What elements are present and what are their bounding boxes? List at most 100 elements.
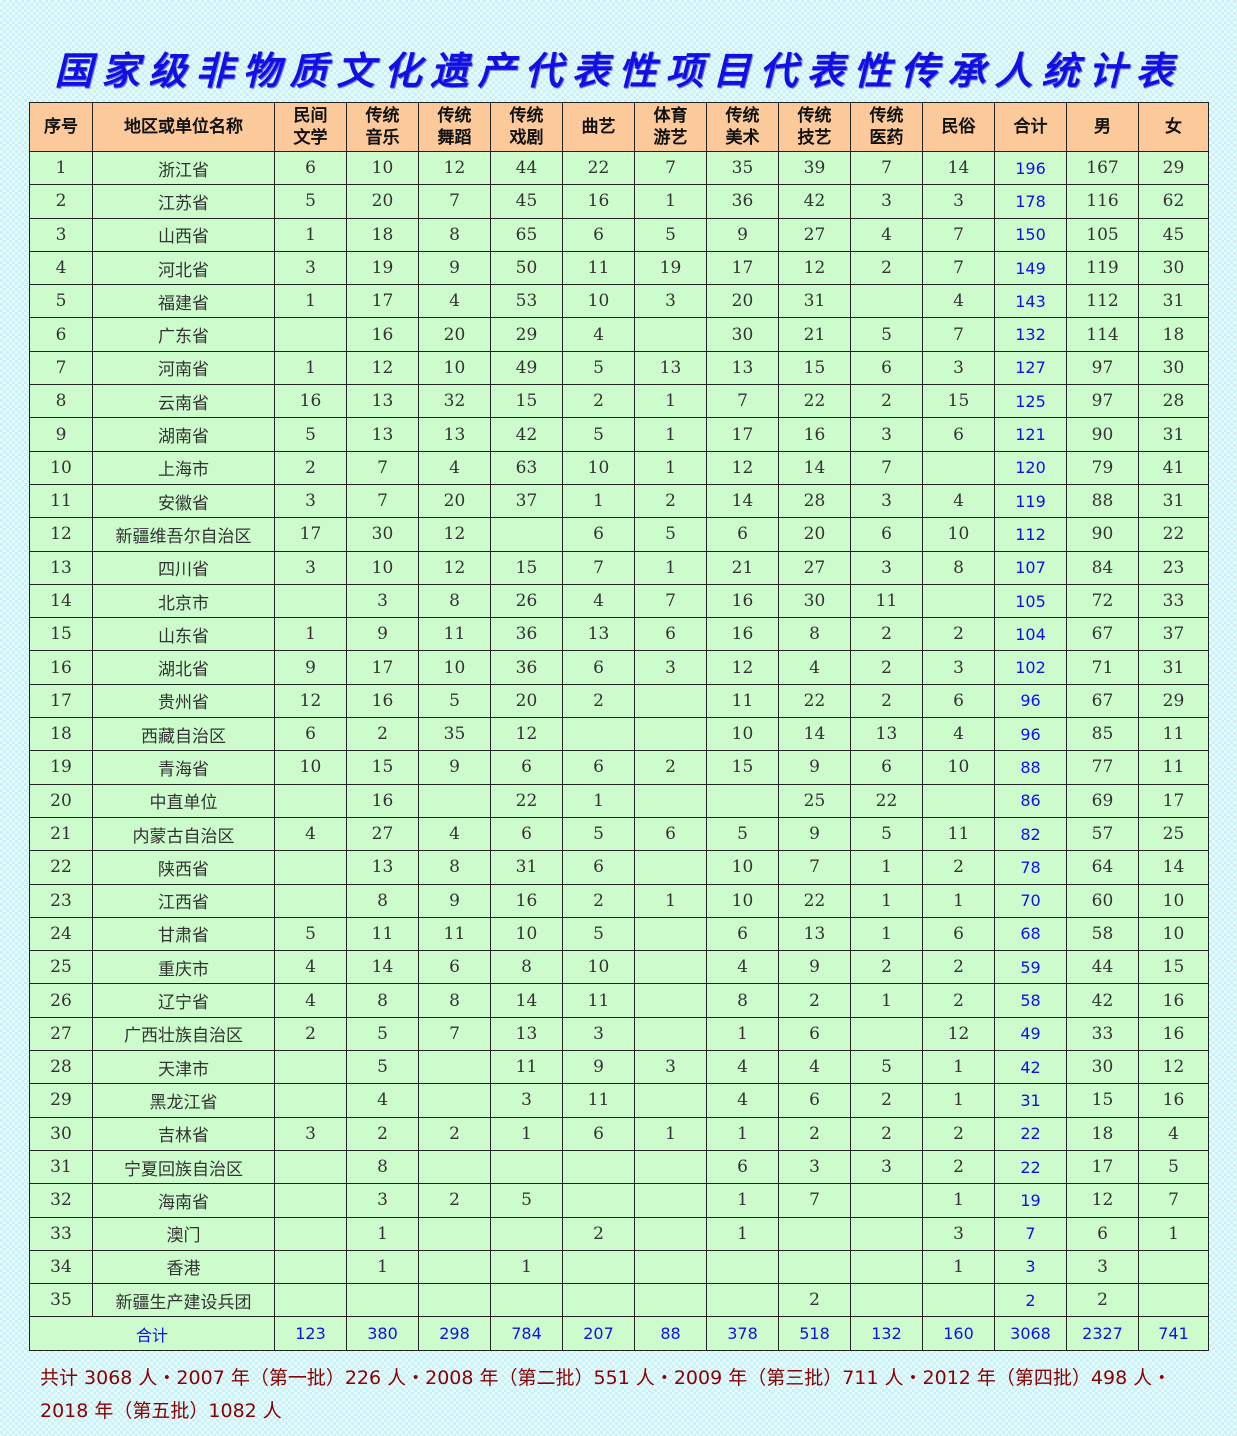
table-cell: 4 [706,1083,779,1118]
table-cell: 3 [850,550,923,585]
column-header: 曲艺 [562,102,635,152]
table-cell: 33 [1138,583,1209,619]
table-cell: 8 [346,983,419,1018]
table-cell: 19 [634,250,707,286]
total-cell: 132 [850,1316,923,1351]
table-cell [562,1149,635,1185]
table-cell: 1 [634,417,707,452]
table-cell [634,683,707,719]
table-cell: 12 [418,150,491,186]
table-cell: 湖南省 [92,417,275,452]
table-cell: 11 [1138,750,1209,785]
table-cell: 青海省 [92,750,275,785]
table-cell: 2 [274,450,347,485]
table-cell: 5 [634,217,707,252]
table-cell: 33 [1066,1016,1139,1052]
table-cell: 12 [922,1016,995,1052]
table-cell: 内蒙古自治区 [92,816,275,852]
table-cell: 7 [850,150,923,186]
table-cell: 5 [274,916,347,952]
table-cell: 119 [1066,250,1139,286]
table-row: 32 海南省 3 2 5 1 7 1 19 12 7 [29,1183,1209,1218]
table-cell: 17 [706,250,779,286]
table-cell: 7 [778,850,851,885]
table-row: 35 新疆生产建设兵团 2 2 2 [29,1283,1209,1318]
table-cell: 67 [1066,683,1139,719]
table-cell: 西藏自治区 [92,717,275,752]
table-cell: 125 [994,384,1067,419]
table-cell: 1 [706,1016,779,1052]
table-cell: 97 [1066,384,1139,419]
table-cell: 19 [29,750,93,785]
table-cell: 10 [562,450,635,485]
table-cell: 8 [778,617,851,652]
table-cell: 1 [850,983,923,1018]
table-cell: 7 [418,184,491,219]
table-cell: 31 [778,284,851,319]
table-cell: 114 [1066,317,1139,352]
table-cell: 甘肃省 [92,916,275,952]
column-header: 传统 美术 [706,102,779,152]
table-cell: 15 [1066,1083,1139,1118]
table-cell: 31 [1138,483,1209,519]
table-cell [418,1216,491,1251]
table-cell: 39 [778,150,851,186]
table-cell: 15 [706,750,779,785]
table-cell: 3 [274,550,347,585]
table-cell: 10 [706,717,779,752]
table-cell: 北京市 [92,583,275,619]
table-cell: 8 [418,983,491,1018]
table-cell: 10 [418,350,491,386]
table-cell: 16 [562,184,635,219]
table-cell [418,783,491,818]
table-cell: 12 [418,517,491,552]
table-cell: 6 [562,850,635,885]
table-cell [634,1016,707,1052]
table-cell: 广西壮族自治区 [92,1016,275,1052]
table-cell: 1 [490,1249,563,1285]
table-cell: 78 [994,850,1067,885]
table-cell: 7 [29,350,93,386]
table-cell [562,717,635,752]
table-cell: 67 [1066,617,1139,652]
table-cell: 10 [1138,916,1209,952]
table-cell: 7 [562,550,635,585]
table-row: 24 甘肃省 5 11 11 10 5 6 13 1 6 68 58 10 [29,916,1209,952]
table-cell [634,1083,707,1118]
table-cell: 12 [274,683,347,719]
table-cell: 12 [490,717,563,752]
table-row: 16 湖北省 9 17 10 36 6 3 12 4 2 3 102 71 31 [29,650,1209,685]
table-cell: 31 [490,850,563,885]
table-cell: 36 [490,650,563,685]
table-cell: 8 [418,583,491,619]
table-cell: 1 [922,1083,995,1118]
table-cell: 28 [29,1050,93,1085]
table-cell: 1 [634,184,707,219]
table-cell: 15 [29,617,93,652]
table-cell: 9 [778,816,851,852]
table-cell: 7 [418,1016,491,1052]
table-cell: 53 [490,284,563,319]
table-cell: 22 [994,1116,1067,1151]
table-cell: 5 [850,317,923,352]
table-cell: 143 [994,284,1067,319]
table-cell: 42 [1066,983,1139,1018]
table-cell [346,1283,419,1318]
table-cell [490,1283,563,1318]
table-row: 6 广东省 16 20 29 4 30 21 5 7 132 114 18 [29,317,1209,352]
table-cell [634,1216,707,1251]
table-cell: 12 [706,450,779,485]
table-cell [274,1249,347,1285]
table-cell: 江西省 [92,883,275,918]
table-cell: 上海市 [92,450,275,485]
table-cell: 29 [1138,150,1209,186]
table-cell: 41 [1138,450,1209,485]
table-cell: 3 [922,1216,995,1251]
table-cell: 2 [850,683,923,719]
total-cell: 741 [1138,1316,1209,1351]
table-cell: 5 [562,816,635,852]
table-cell: 19 [346,250,419,286]
table-row: 25 重庆市 4 14 6 8 10 4 9 2 2 59 44 15 [29,950,1209,985]
table-cell: 9 [274,650,347,685]
table-row: 4 河北省 3 19 9 50 11 19 17 12 2 7 149 119 30 [29,250,1209,286]
